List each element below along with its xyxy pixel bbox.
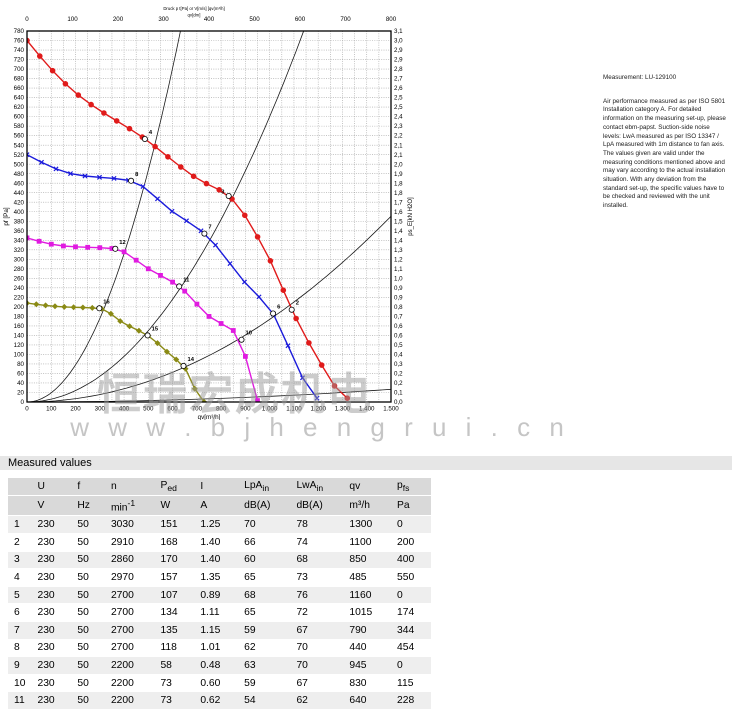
svg-text:600: 600 xyxy=(14,114,25,121)
svg-text:1,6: 1,6 xyxy=(394,209,403,216)
svg-text:1,4: 1,4 xyxy=(394,237,403,244)
svg-text:700: 700 xyxy=(14,66,25,73)
svg-text:pf [Pa]: pf [Pa] xyxy=(3,207,10,225)
svg-text:2,7: 2,7 xyxy=(394,76,403,83)
svg-text:480: 480 xyxy=(14,171,25,178)
svg-text:2,3: 2,3 xyxy=(394,123,403,130)
svg-text:200: 200 xyxy=(113,16,124,23)
svg-text:0,6: 0,6 xyxy=(394,323,403,330)
svg-text:800: 800 xyxy=(386,16,397,23)
svg-text:3,0: 3,0 xyxy=(394,38,403,45)
svg-text:0,6: 0,6 xyxy=(394,333,403,340)
svg-text:280: 280 xyxy=(14,266,25,273)
svg-text:2,8: 2,8 xyxy=(394,66,403,73)
svg-text:620: 620 xyxy=(14,104,25,111)
svg-text:Druck p t[Pa] or V[m/s] [qv(m³: Druck p t[Pa] or V[m/s] [qv(m³/h] xyxy=(163,6,224,11)
svg-text:2,2: 2,2 xyxy=(394,133,403,140)
svg-text:2,0: 2,0 xyxy=(394,161,403,168)
svg-text:140: 140 xyxy=(14,333,25,340)
svg-text:180: 180 xyxy=(14,313,25,320)
svg-text:100: 100 xyxy=(67,16,78,23)
svg-text:2: 2 xyxy=(296,301,299,307)
svg-text:1,1: 1,1 xyxy=(394,266,403,273)
svg-text:680: 680 xyxy=(14,76,25,83)
svg-text:580: 580 xyxy=(14,123,25,130)
svg-text:440: 440 xyxy=(14,190,25,197)
svg-text:2,9: 2,9 xyxy=(394,47,403,54)
svg-text:3,1: 3,1 xyxy=(394,28,403,35)
svg-text:560: 560 xyxy=(14,133,25,140)
svg-text:500: 500 xyxy=(249,16,260,23)
svg-text:200: 200 xyxy=(14,304,25,311)
svg-text:11: 11 xyxy=(183,277,190,283)
svg-text:780: 780 xyxy=(14,28,25,35)
svg-text:1,8: 1,8 xyxy=(394,190,403,197)
svg-text:320: 320 xyxy=(14,247,25,254)
svg-text:400: 400 xyxy=(14,209,25,216)
svg-text:0,9: 0,9 xyxy=(394,285,403,292)
svg-text:qv[dm]: qv[dm] xyxy=(188,13,201,18)
svg-text:0: 0 xyxy=(25,16,29,23)
svg-text:15: 15 xyxy=(152,326,159,332)
svg-text:2,5: 2,5 xyxy=(394,95,403,102)
svg-text:1,9: 1,9 xyxy=(394,171,403,178)
svg-text:1,2: 1,2 xyxy=(394,256,403,263)
svg-text:260: 260 xyxy=(14,275,25,282)
svg-text:220: 220 xyxy=(14,294,25,301)
svg-text:120: 120 xyxy=(14,342,25,349)
svg-text:660: 660 xyxy=(14,85,25,92)
svg-text:0,7: 0,7 xyxy=(394,313,403,320)
svg-text:0,9: 0,9 xyxy=(394,294,403,301)
svg-text:540: 540 xyxy=(14,142,25,149)
svg-text:0,5: 0,5 xyxy=(394,342,403,349)
svg-text:640: 640 xyxy=(14,95,25,102)
svg-text:500: 500 xyxy=(14,161,25,168)
svg-text:7: 7 xyxy=(208,225,211,231)
svg-text:2,1: 2,1 xyxy=(394,142,403,149)
svg-text:2,9: 2,9 xyxy=(394,57,403,64)
svg-text:400: 400 xyxy=(204,16,215,23)
svg-text:600: 600 xyxy=(295,16,306,23)
svg-text:2,6: 2,6 xyxy=(394,85,403,92)
svg-text:ps_E[kN H2O]: ps_E[kN H2O] xyxy=(408,197,414,236)
svg-text:360: 360 xyxy=(14,228,25,235)
svg-text:740: 740 xyxy=(14,47,25,54)
svg-text:380: 380 xyxy=(14,218,25,225)
svg-text:700: 700 xyxy=(340,16,351,23)
svg-text:1,4: 1,4 xyxy=(394,228,403,235)
svg-text:460: 460 xyxy=(14,180,25,187)
svg-text:2,5: 2,5 xyxy=(394,104,403,111)
svg-text:420: 420 xyxy=(14,199,25,206)
svg-text:16: 16 xyxy=(103,299,110,305)
svg-text:12: 12 xyxy=(119,240,125,246)
svg-text:1,5: 1,5 xyxy=(394,218,403,225)
svg-text:1,7: 1,7 xyxy=(394,199,403,206)
svg-text:300: 300 xyxy=(158,16,169,23)
svg-text:2,1: 2,1 xyxy=(394,152,403,159)
svg-text:10: 10 xyxy=(246,331,252,337)
svg-text:240: 240 xyxy=(14,285,25,292)
svg-text:2,4: 2,4 xyxy=(394,114,403,121)
svg-text:340: 340 xyxy=(14,237,25,244)
svg-text:520: 520 xyxy=(14,152,25,159)
svg-text:1,3: 1,3 xyxy=(394,247,403,254)
svg-text:760: 760 xyxy=(14,38,25,45)
svg-text:160: 160 xyxy=(14,323,25,330)
svg-text:0,8: 0,8 xyxy=(394,304,403,311)
svg-text:1,8: 1,8 xyxy=(394,180,403,187)
svg-text:720: 720 xyxy=(14,57,25,64)
svg-text:300: 300 xyxy=(14,256,25,263)
svg-text:1,0: 1,0 xyxy=(394,275,403,282)
